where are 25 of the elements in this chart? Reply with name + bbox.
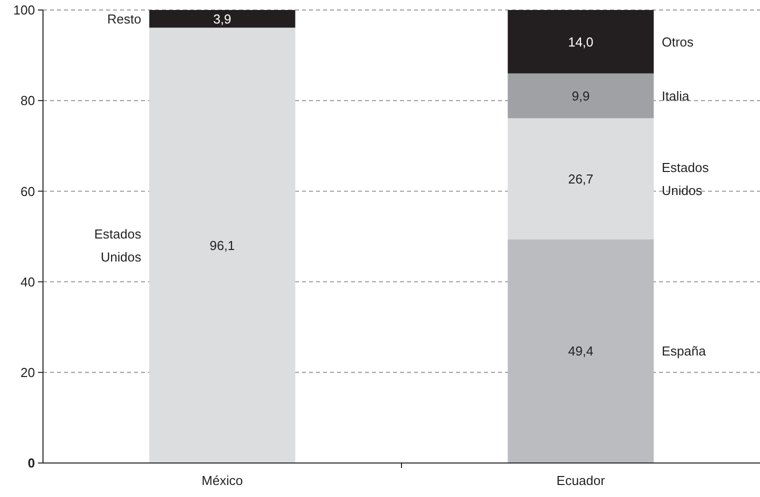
y-tick-label: 20 xyxy=(20,364,35,380)
series-label: Otros xyxy=(662,34,694,50)
bar xyxy=(508,239,654,463)
text: Estados Unidos xyxy=(662,160,709,198)
series-label: Resto xyxy=(107,11,142,26)
series-label: España xyxy=(662,344,707,359)
data-label: 14,0 xyxy=(568,34,594,50)
series-label: Estados Unidos xyxy=(94,226,142,264)
bar xyxy=(508,118,654,240)
y-tick-label: 60 xyxy=(20,184,35,199)
bar xyxy=(149,28,296,463)
bar xyxy=(149,10,296,28)
data-label: 3,9 xyxy=(213,11,232,26)
data-label: 49,4 xyxy=(568,344,594,359)
y-tick-label: 100 xyxy=(13,2,35,18)
x-tick-label: México xyxy=(202,473,243,488)
data-label: 96,1 xyxy=(210,238,235,253)
y-tick-label: 80 xyxy=(20,93,35,108)
data-label: 26,7 xyxy=(568,171,594,186)
y-tick-label: 0 xyxy=(28,456,35,471)
series-label: Italia xyxy=(662,88,690,104)
x-tick-label: Ecuador xyxy=(556,473,606,488)
y-tick-label: 40 xyxy=(20,274,35,290)
bar xyxy=(508,10,654,74)
data-label: 9,9 xyxy=(572,88,590,104)
